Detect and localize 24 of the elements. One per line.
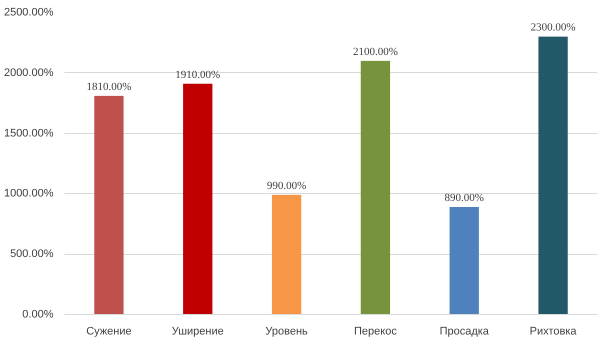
bar	[272, 194, 302, 314]
y-tick-label: 1500.00%	[4, 127, 54, 140]
data-label: 990.00%	[266, 180, 306, 192]
y-tick-label: 0.00%	[22, 308, 54, 320]
bar	[538, 36, 568, 314]
x-tick-label: Уширение	[172, 326, 224, 338]
x-tick-label: Перекос	[354, 326, 398, 338]
x-tick-label: Рихтовка	[530, 326, 578, 338]
data-label: 2300.00%	[530, 22, 576, 34]
y-tick-label: 2500.00%	[4, 6, 54, 18]
data-label: 1910.00%	[175, 68, 220, 81]
y-tick-label: 1000.00%	[4, 188, 54, 200]
x-tick-label: Уровень	[265, 326, 308, 338]
y-tick-label: 2000.00%	[4, 66, 54, 79]
bar	[360, 60, 390, 314]
x-tick-label: Просадка	[440, 326, 490, 338]
bar	[183, 84, 212, 314]
data-label: 1810.00%	[86, 80, 132, 93]
bar	[450, 206, 479, 314]
bar	[94, 96, 124, 314]
y-tick-label: 500.00%	[10, 248, 54, 260]
x-tick-label: Сужение	[86, 326, 132, 338]
data-label: 2100.00%	[352, 46, 398, 58]
data-label: 890.00%	[444, 192, 484, 204]
